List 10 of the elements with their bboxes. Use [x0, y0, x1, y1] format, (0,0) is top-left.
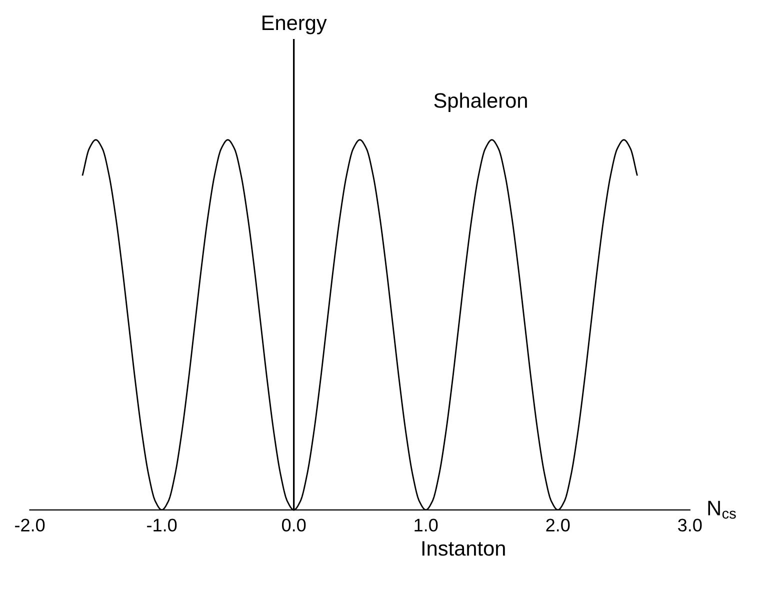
x-tick-label: -2.0 [15, 518, 45, 532]
x-axis-title: N$_{cs}$ [708, 500, 736, 519]
annotation: Instanton [422, 541, 505, 556]
x-tick-label: 1.0 [414, 518, 438, 532]
x-tick-label: 2.0 [546, 518, 570, 532]
x-tick-label: 0.0 [282, 518, 306, 532]
x-tick-label: -1.0 [147, 518, 177, 532]
text: Energy [262, 16, 327, 34]
annotation: Sphaleron [434, 92, 527, 112]
x-tick-label: 3.0 [678, 518, 702, 532]
